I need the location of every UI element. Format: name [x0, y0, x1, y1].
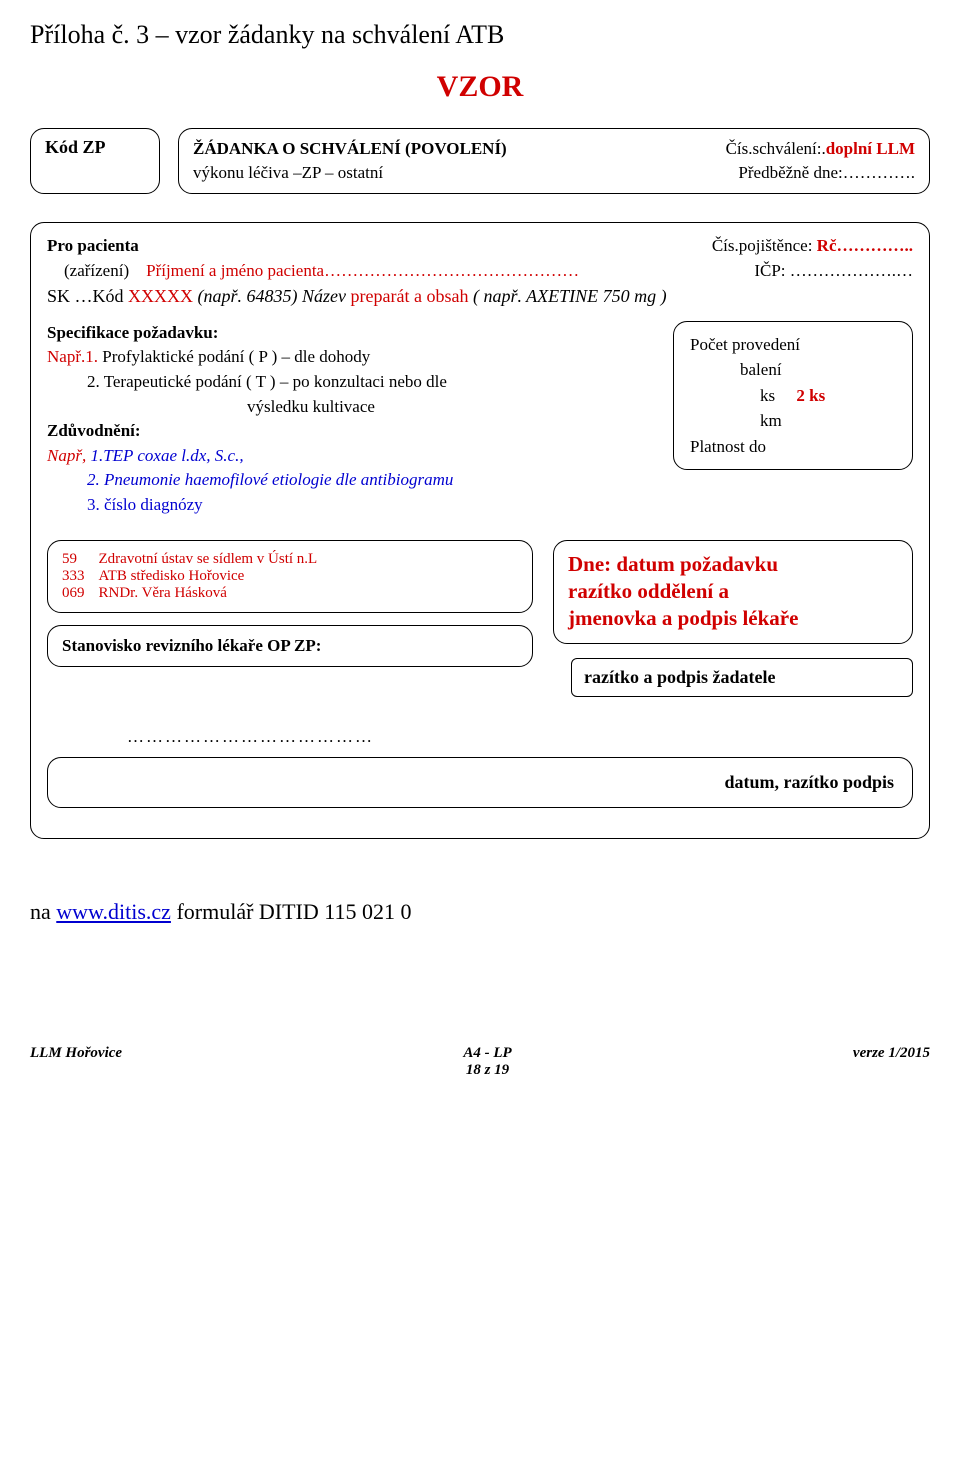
icp-cell: IČP: ……………….…: [754, 258, 913, 284]
footer-center-bot: 18 z 19: [466, 1062, 509, 1078]
link-line: na www.ditis.cz formulář DITID 115 021 0: [30, 899, 930, 925]
spec-line1: Profylaktické podání ( P ) – dle dohody: [102, 347, 370, 366]
agency-box: 59Zdravotní ústav se sídlem v Ústí n.L 3…: [47, 540, 533, 613]
vzor-heading: VZOR: [30, 70, 930, 104]
spec-line5: 3. číslo diagnózy: [47, 493, 643, 518]
pocet-km: km: [690, 408, 896, 434]
agency-code-2: 069: [62, 585, 99, 602]
table-row: 59Zdravotní ústav se sídlem v Ústí n.L: [62, 551, 331, 568]
footer-center-top: A4 - LP: [463, 1045, 511, 1061]
agency-name-1: ATB středisko Hořovice: [99, 568, 332, 585]
agency-code-1: 333: [62, 568, 99, 585]
sk-prefix: SK …Kód: [47, 286, 128, 306]
page-footer: LLM Hořovice A4 - LP 18 z 19 verze 1/201…: [30, 1045, 930, 1079]
zduvodneni-label: Zdůvodnění:: [47, 419, 643, 444]
spec-left: Specifikace požadavku: Např.1. Profylakt…: [47, 321, 643, 518]
sk-napr: (např. 64835) Název: [193, 286, 350, 306]
form-main-box: Pro pacienta Čís.pojištěnce: Rč………….. (z…: [30, 222, 930, 839]
spec-line4: 2. Pneumonie haemofilové etiologie dle a…: [47, 468, 643, 493]
link-suffix: formulář DITID 115 021 0: [171, 899, 412, 924]
spec-row: Specifikace požadavku: Např.1. Profylakt…: [47, 321, 913, 518]
agency-name-0: Zdravotní ústav se sídlem v Ústí n.L: [99, 551, 332, 568]
table-row: 069RNDr. Věra Hásková: [62, 585, 331, 602]
dne-box: Dne: datum požadavku razítko oddělení a …: [553, 540, 913, 644]
pocet-baleni: balení: [690, 357, 896, 383]
rc-label: Rč: [817, 236, 837, 255]
header-row: Kód ZP ŽÁDANKA O SCHVÁLENÍ (POVOLENÍ) Čí…: [30, 128, 930, 194]
footer-center: A4 - LP 18 z 19: [463, 1045, 511, 1079]
link-prefix: na: [30, 899, 56, 924]
pro-pacienta-label: Pro pacienta: [47, 233, 139, 259]
pocet-title: Počet provedení: [690, 332, 896, 358]
spec-line2b: výsledku kultivace: [47, 395, 643, 420]
patient-left-2: (zařízení) Příjmení a jméno pacienta……………: [47, 258, 579, 284]
kod-zp-label: Kód ZP: [45, 137, 106, 158]
razitko-label: razítko a podpis žadatele: [584, 667, 776, 687]
stanovisko-box: Stanovisko revizního lékaře OP ZP:: [47, 625, 533, 667]
platnost-label: Platnost do: [690, 434, 896, 460]
dne-line2: razítko oddělení a: [568, 578, 898, 605]
header-right-line1: Čís.schválení:.doplní LLM: [726, 137, 915, 161]
stanovisko-label: Stanovisko revizního lékaře OP ZP:: [62, 636, 321, 655]
signature-dots: …………………………………: [127, 727, 913, 747]
mid-row: 59Zdravotní ústav se sídlem v Ústí n.L 3…: [47, 540, 913, 697]
datum-podpis-box: datum, razítko podpis: [47, 757, 913, 808]
header-right-line2: Předběžně dne:………….: [738, 161, 915, 185]
header-left-line1: ŽÁDANKA O SCHVÁLENÍ (POVOLENÍ): [193, 137, 507, 161]
approval-num-label: Čís.schválení:.: [726, 139, 826, 158]
icp-label: IČP:: [754, 261, 785, 280]
pocet-2ks: 2 ks: [796, 386, 825, 405]
zarizeni-label: (zařízení): [64, 261, 129, 280]
approval-num-value: doplní LLM: [826, 139, 915, 158]
pocet-box: Počet provedení balení ks 2 ks km Platno…: [673, 321, 913, 471]
sk-line: SK …Kód XXXXX (např. 64835) Název prepar…: [47, 286, 913, 307]
icp-dots: ……………….…: [790, 261, 913, 280]
napr1-label: Např.1.: [47, 347, 102, 366]
sk-preparat: preparát a obsah: [351, 286, 469, 306]
cis-poj-label: Čís.pojištěnce:: [712, 236, 813, 255]
page-title: Příloha č. 3 – vzor žádanky na schválení…: [30, 20, 930, 50]
datum-podpis-label: datum, razítko podpis: [724, 772, 894, 792]
sk-kod: XXXXX: [128, 286, 193, 306]
ditis-link[interactable]: www.ditis.cz: [56, 899, 171, 924]
mid-right: Dne: datum požadavku razítko oddělení a …: [553, 540, 913, 697]
rc-dots: …………..: [837, 236, 914, 255]
prijmeni-dots: ………………………………………: [324, 261, 579, 280]
dne-line1: Dne: datum požadavku: [568, 551, 898, 578]
spec-title: Specifikace požadavku:: [47, 321, 643, 346]
pocet-ks: ks: [760, 386, 775, 405]
agency-code-0: 59: [62, 551, 99, 568]
mid-left: 59Zdravotní ústav se sídlem v Ústí n.L 3…: [47, 540, 533, 697]
patient-row-1: Pro pacienta Čís.pojištěnce: Rč…………..: [47, 233, 913, 259]
request-header-box: ŽÁDANKA O SCHVÁLENÍ (POVOLENÍ) Čís.schvá…: [178, 128, 930, 194]
agency-name-2: RNDr. Věra Hásková: [99, 585, 332, 602]
sk-napr2: ( např. AXETINE 750 mg ): [468, 286, 666, 306]
footer-left: LLM Hořovice: [30, 1045, 122, 1079]
pojistence-cell: Čís.pojištěnce: Rč…………..: [712, 233, 913, 259]
predbezne-label: Předběžně dne:: [738, 163, 842, 182]
razitko-box: razítko a podpis žadatele: [571, 658, 913, 697]
dne-line3: jmenovka a podpis lékaře: [568, 605, 898, 632]
agency-table: 59Zdravotní ústav se sídlem v Ústí n.L 3…: [62, 551, 331, 602]
table-row: 333ATB středisko Hořovice: [62, 568, 331, 585]
kod-zp-box: Kód ZP: [30, 128, 160, 194]
patient-row-2: (zařízení) Příjmení a jméno pacienta……………: [47, 258, 913, 284]
footer-right: verze 1/2015: [853, 1045, 930, 1079]
napr2-label: Např,: [47, 446, 90, 465]
spec-line3b: 1.TEP coxae l.dx, S.c.,: [90, 446, 243, 465]
predbezne-dots: ………….: [843, 163, 915, 182]
spec-line2: 2. Terapeutické podání ( T ) – po konzul…: [47, 370, 643, 395]
header-left-line2: výkonu léčiva –ZP – ostatní: [193, 161, 383, 185]
prijmeni-label: Příjmení a jméno pacienta: [146, 261, 324, 280]
